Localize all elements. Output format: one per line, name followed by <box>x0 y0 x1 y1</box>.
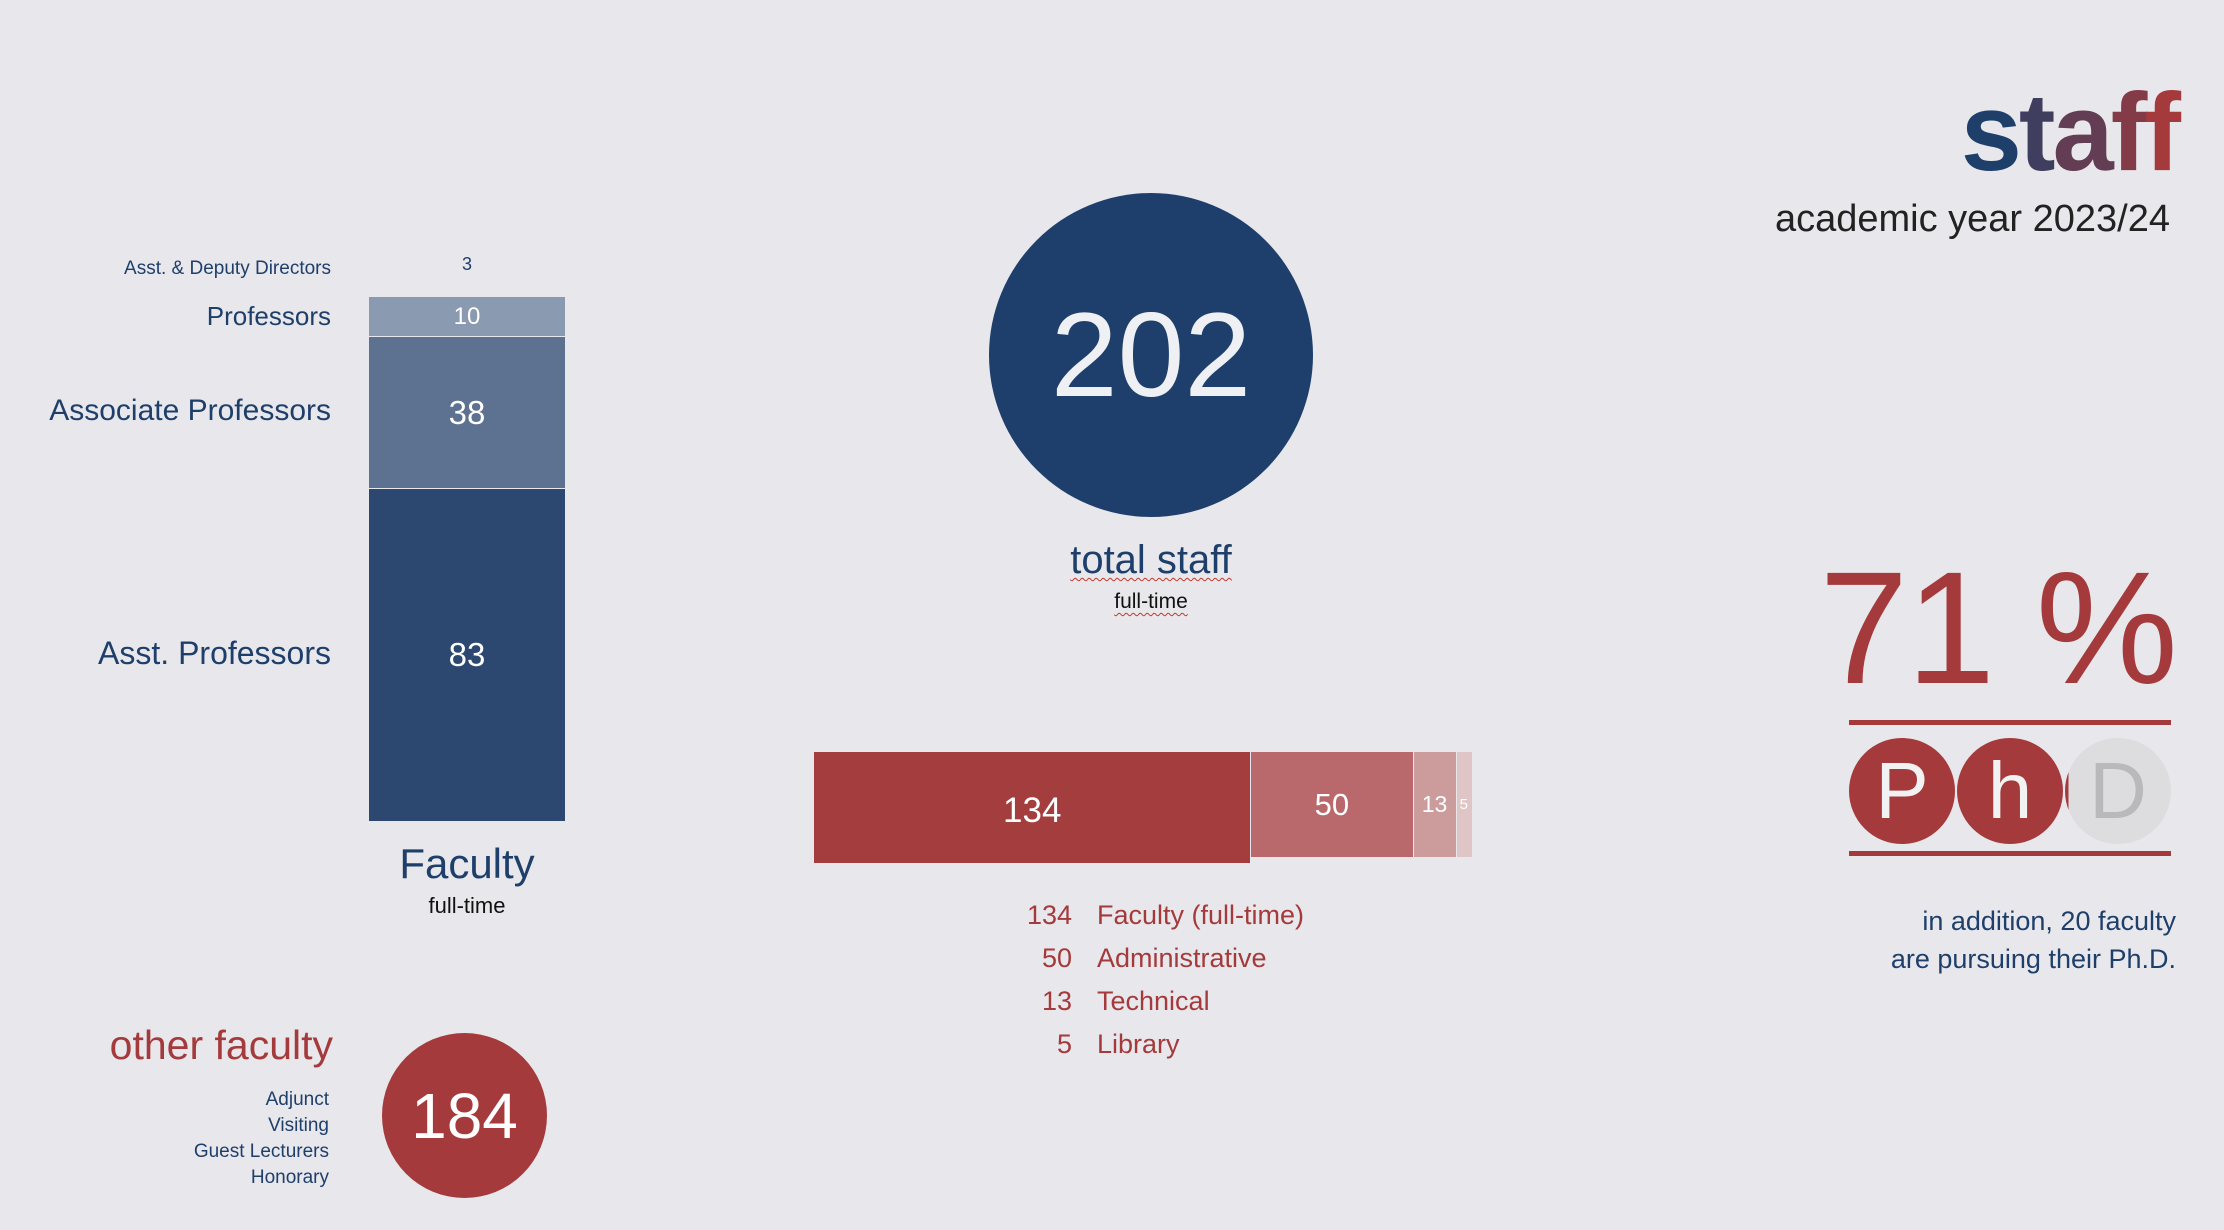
faculty-label-asst-professors: Asst. Professors <box>98 635 331 672</box>
faculty-subtitle: full-time <box>428 893 506 918</box>
legend-value: 50 <box>1041 943 1072 973</box>
phd-note-line: in addition, 20 faculty <box>1922 906 2176 936</box>
phd-letter-p-circle: P <box>1849 738 1955 844</box>
faculty-label-professors: Professors <box>206 300 331 331</box>
faculty-label-asst-deputy-directors: Asst. & Deputy Directors <box>124 258 331 279</box>
staff-bar-segment-faculty-full-time: 134 <box>814 752 1251 863</box>
total-staff-label-text: total staff <box>1070 538 1232 582</box>
legend-value: 134 <box>1026 900 1072 930</box>
legend-label: Technical <box>1097 986 1210 1016</box>
legend-label: Faculty (full-time) <box>1097 900 1305 930</box>
title-letter: s <box>1960 71 2022 194</box>
faculty-bar-segment-professors: 10 <box>369 297 565 337</box>
faculty-title: Faculty <box>399 840 535 887</box>
title-letter: f <box>2144 71 2181 194</box>
total-staff-sublabel: full-time <box>989 590 1313 614</box>
other-faculty-type: Adjunct <box>265 1089 329 1110</box>
total-staff-sublabel-text: full-time <box>1114 590 1188 613</box>
title-letter: f <box>2110 71 2148 194</box>
page-title: staff <box>1960 71 2181 194</box>
phd-percent: 71 % <box>1819 538 2178 717</box>
staff-bar-segment-technical: 13 <box>1413 752 1456 857</box>
legend-row-faculty-full-time: 134 Faculty (full-time) <box>1000 894 1304 937</box>
legend-value: 13 <box>1041 986 1072 1016</box>
legend-value: 5 <box>1056 1029 1072 1059</box>
phd-letter: D <box>2089 746 2147 835</box>
faculty-directors-value: 3 <box>461 254 472 274</box>
other-faculty-types: Adjunct Visiting Guest Lecturers Honorar… <box>194 1087 329 1191</box>
title-letter: a <box>2052 71 2114 194</box>
other-faculty-count: 184 <box>411 1079 518 1152</box>
staff-bar-segment-library: 5 <box>1455 752 1472 857</box>
other-faculty-count-circle: 184 <box>382 1033 547 1198</box>
page-subtitle: academic year 2023/24 <box>1774 198 2170 240</box>
legend-label: Library <box>1097 1029 1180 1059</box>
faculty-bar-segment-asst-professors: 83 <box>369 489 565 821</box>
staff-breakdown-legend: 134 Faculty (full-time) 50 Administrative 13… <box>1000 894 1304 1066</box>
faculty-bar-segment-associate-professors: 38 <box>369 337 565 489</box>
other-faculty-title: other faculty <box>109 1022 333 1068</box>
other-faculty-type: Visiting <box>268 1115 329 1136</box>
phd-letter-d-circle: D <box>2065 738 2171 844</box>
legend-row-administrative: 50 Administrative <box>1000 937 1304 980</box>
phd-letter: h <box>1987 746 2033 835</box>
other-faculty-type: Honorary <box>250 1167 329 1188</box>
phd-bottom-rule <box>1849 851 2171 856</box>
legend-label: Administrative <box>1097 943 1267 973</box>
title-letter: t <box>2018 71 2056 194</box>
phd-letter: P <box>1875 746 1929 835</box>
staff-breakdown-bar: 134 50 13 5 <box>814 752 1472 863</box>
staff-bar-segment-administrative: 50 <box>1250 752 1414 857</box>
page-title-text: staff <box>1960 71 2181 194</box>
total-staff-count: 202 <box>1050 288 1252 422</box>
faculty-label-associate-professors: Associate Professors <box>49 394 331 428</box>
phd-top-rule <box>1849 720 2171 725</box>
legend-row-technical: 13 Technical <box>1000 980 1304 1023</box>
phd-note: in addition, 20 faculty are pursuing the… <box>1891 902 2176 978</box>
phd-letter-h-circle: h <box>1957 738 2063 844</box>
total-staff-circle: 202 <box>989 193 1313 517</box>
total-staff-label: total staff <box>989 538 1313 583</box>
phd-note-line: are pursuing their Ph.D. <box>1890 944 2176 974</box>
legend-row-library: 5 Library <box>1000 1023 1304 1066</box>
other-faculty-type: Guest Lecturers <box>193 1141 329 1162</box>
faculty-stacked-bar: 83 38 10 <box>369 297 565 821</box>
